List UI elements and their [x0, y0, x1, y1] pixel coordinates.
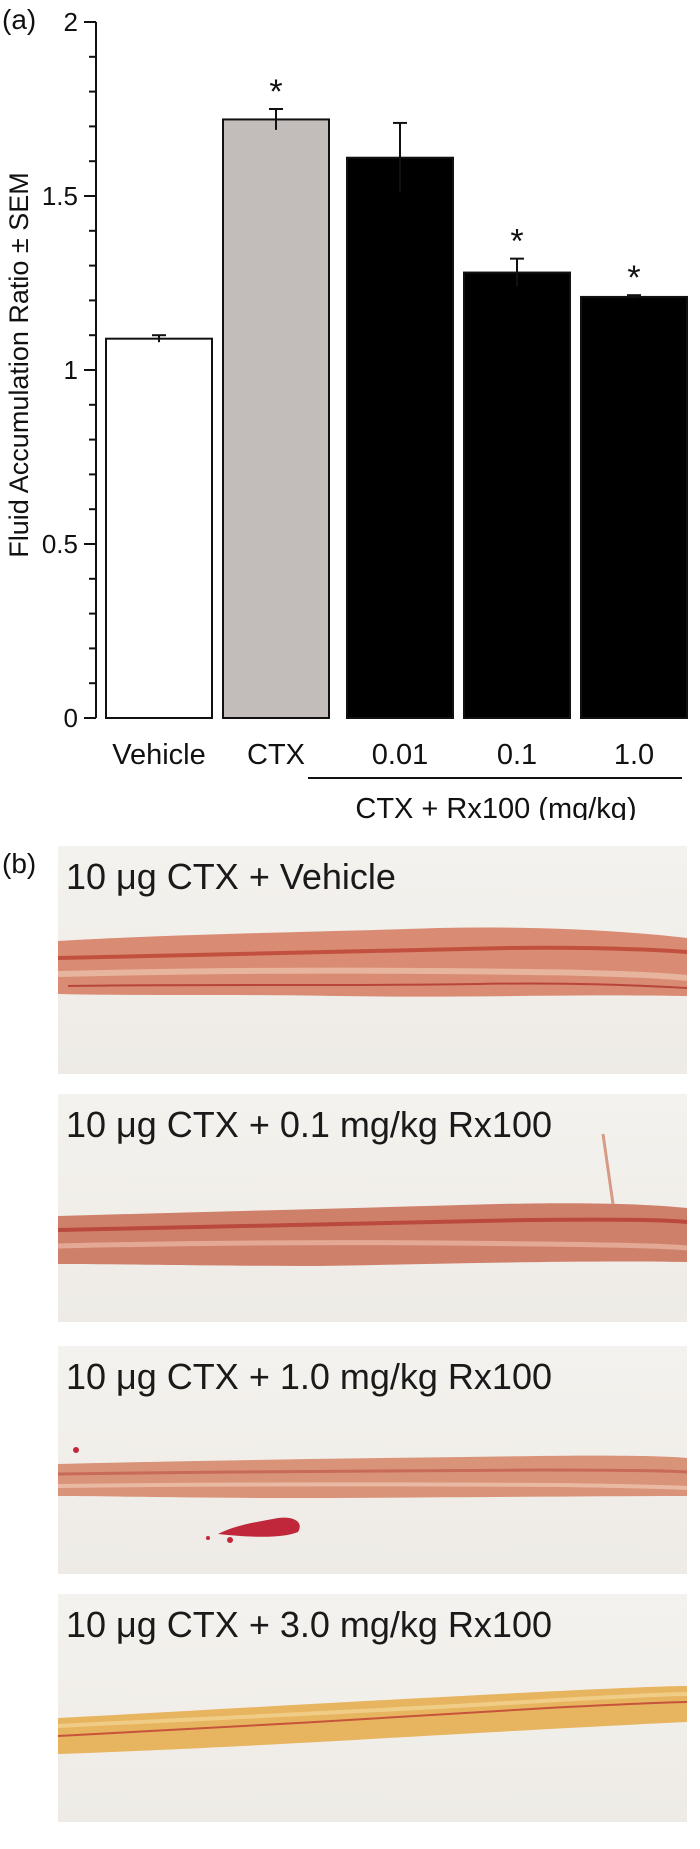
x-tick-label: 0.1 [497, 739, 537, 771]
bar-chart: 0 0.5 1 1.5 2 * * * Vehicle CTX 0.01 0.1 1.0 Fluid… [4, 7, 688, 820]
bar-0-01 [346, 156, 454, 720]
bar-1-0 [580, 295, 688, 719]
x-tick-label: 0.01 [372, 739, 428, 771]
bar-0-1 [463, 271, 571, 719]
significance-asterisk: * [269, 73, 282, 111]
intestine-photo-1-0: 10 μg CTX + 1.0 mg/kg Rx100 [58, 1346, 687, 1574]
x-tick-label: Vehicle [112, 739, 206, 771]
y-axis: 0 0.5 1 1.5 2 [42, 7, 97, 733]
panel-b-label: (b) [2, 848, 37, 879]
intestine-image [58, 1133, 687, 1266]
intestine-image [58, 1686, 687, 1754]
photo-caption: 10 μg CTX + 1.0 mg/kg Rx100 [66, 1356, 552, 1397]
intestine-image [58, 1447, 687, 1543]
y-tick-label: 1 [64, 355, 78, 385]
intestine-image [58, 927, 687, 997]
photo-caption: 10 μg CTX + 3.0 mg/kg Rx100 [66, 1604, 552, 1645]
bar-vehicle [105, 337, 213, 719]
significance-asterisk: * [627, 259, 640, 297]
photo-caption: 10 μg CTX + Vehicle [66, 856, 396, 897]
panel-a-label: (a) [2, 4, 37, 35]
y-tick-label: 2 [64, 7, 78, 37]
y-tick-label: 0 [64, 703, 78, 733]
intestine-photo-3-0: 10 μg CTX + 3.0 mg/kg Rx100 [58, 1594, 687, 1822]
y-axis-label: Fluid Accumulation Ratio ± SEM [4, 172, 34, 557]
group-label: CTX + Rx100 (mg/kg) [355, 793, 636, 820]
bar-ctx [222, 118, 330, 719]
bars-layer: * * * [105, 73, 688, 720]
significance-asterisk: * [510, 223, 523, 261]
x-axis-labels: Vehicle CTX 0.01 0.1 1.0 [112, 739, 654, 771]
photo-caption: 10 μg CTX + 0.1 mg/kg Rx100 [66, 1104, 552, 1145]
y-tick-label: 1.5 [42, 181, 78, 211]
y-tick-label: 0.5 [42, 529, 78, 559]
intestine-photo-0-1: 10 μg CTX + 0.1 mg/kg Rx100 [58, 1094, 687, 1322]
intestine-photo-vehicle: 10 μg CTX + Vehicle [58, 846, 687, 1074]
x-tick-label: 1.0 [614, 739, 654, 771]
x-tick-label: CTX [247, 739, 305, 771]
